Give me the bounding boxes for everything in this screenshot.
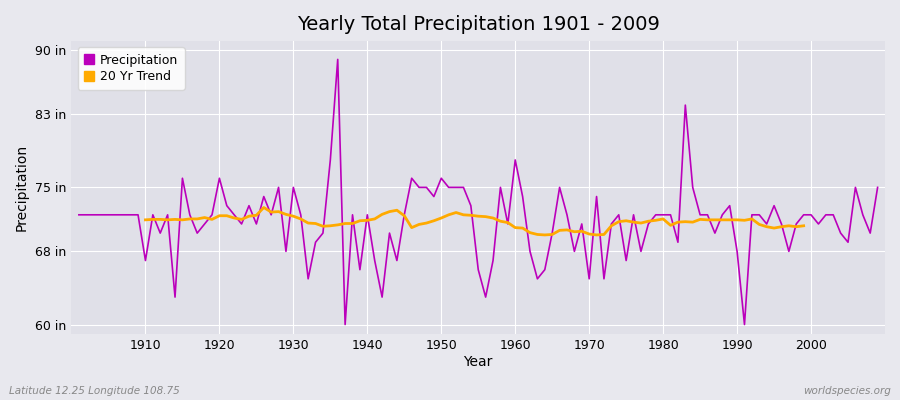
Legend: Precipitation, 20 Yr Trend: Precipitation, 20 Yr Trend bbox=[77, 47, 184, 90]
Text: Latitude 12.25 Longitude 108.75: Latitude 12.25 Longitude 108.75 bbox=[9, 386, 180, 396]
Title: Yearly Total Precipitation 1901 - 2009: Yearly Total Precipitation 1901 - 2009 bbox=[297, 15, 660, 34]
Text: worldspecies.org: worldspecies.org bbox=[803, 386, 891, 396]
Y-axis label: Precipitation: Precipitation bbox=[15, 144, 29, 231]
X-axis label: Year: Year bbox=[464, 355, 493, 369]
